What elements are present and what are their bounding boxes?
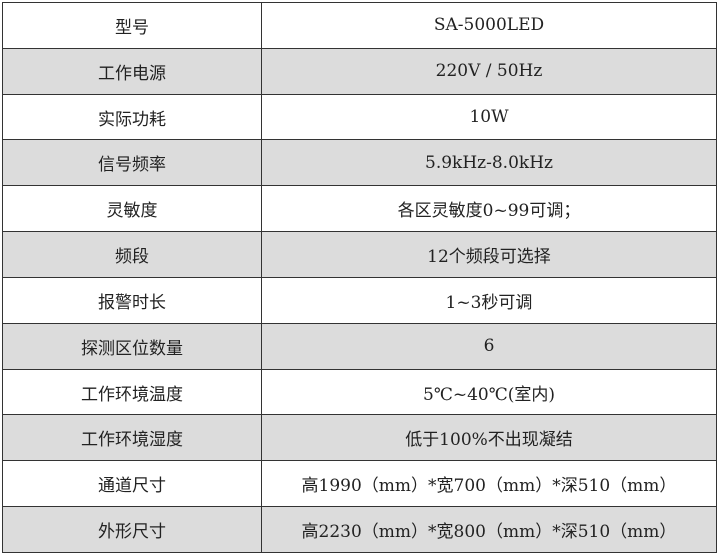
table-row: 工作环境湿度 低于100%不出现凝结 xyxy=(2,414,717,462)
spec-label: 实际功耗 xyxy=(2,93,262,141)
spec-value: 低于100%不出现凝结 xyxy=(261,414,717,462)
table-row: 灵敏度 各区灵敏度0~99可调； xyxy=(2,185,717,233)
spec-label: 灵敏度 xyxy=(2,185,262,233)
table-row: 实际功耗 10W xyxy=(2,93,717,141)
table-row: 型号 SA-5000LED xyxy=(2,2,717,49)
spec-label: 探测区位数量 xyxy=(2,322,262,370)
table-row: 报警时长 1~3秒可调 xyxy=(2,276,717,324)
spec-value: 1~3秒可调 xyxy=(261,276,717,324)
spec-value: 5.9kHz-8.0kHz xyxy=(261,139,717,187)
spec-label: 工作环境温度 xyxy=(2,368,262,416)
spec-label: 报警时长 xyxy=(2,276,262,324)
spec-label: 工作电源 xyxy=(2,47,262,95)
table-row: 探测区位数量 6 xyxy=(2,322,717,370)
spec-value: 220V / 50Hz xyxy=(261,47,717,95)
spec-value: 高1990（mm）*宽700（mm）*深510（mm） xyxy=(261,460,717,508)
spec-label: 通道尺寸 xyxy=(2,460,262,508)
spec-value: 各区灵敏度0~99可调； xyxy=(261,185,717,233)
table-row: 信号频率 5.9kHz-8.0kHz xyxy=(2,139,717,187)
spec-label: 信号频率 xyxy=(2,139,262,187)
table-row: 频段 12个频段可选择 xyxy=(2,231,717,278)
spec-value: 5℃~40℃(室内) xyxy=(261,368,717,416)
spec-value: 高2230（mm）*宽800（mm）*深510（mm） xyxy=(261,506,717,553)
spec-value: 12个频段可选择 xyxy=(261,231,717,278)
table-row: 工作环境温度 5℃~40℃(室内) xyxy=(2,368,717,416)
spec-label: 频段 xyxy=(2,231,262,278)
spec-value: SA-5000LED xyxy=(261,2,717,49)
table-row: 外形尺寸 高2230（mm）*宽800（mm）*深510（mm） xyxy=(2,506,717,553)
spec-label: 工作环境湿度 xyxy=(2,414,262,462)
spec-label: 型号 xyxy=(2,2,262,49)
table-row: 通道尺寸 高1990（mm）*宽700（mm）*深510（mm） xyxy=(2,460,717,508)
spec-value: 10W xyxy=(261,93,717,141)
table-row: 工作电源 220V / 50Hz xyxy=(2,47,717,95)
spec-label: 外形尺寸 xyxy=(2,506,262,553)
spec-value: 6 xyxy=(261,322,717,370)
